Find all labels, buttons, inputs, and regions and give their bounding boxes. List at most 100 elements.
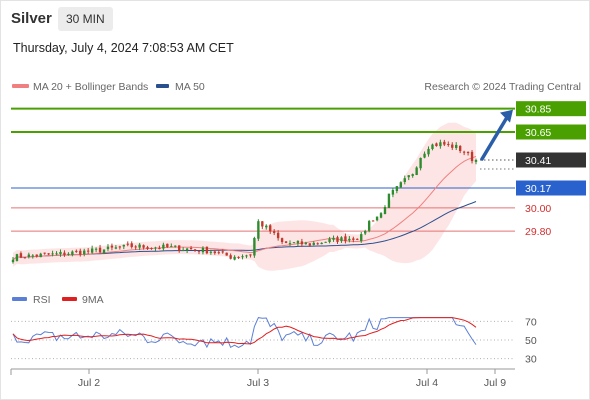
candle-body (217, 252, 220, 254)
candle-body (261, 221, 264, 227)
candle-body (308, 243, 311, 246)
candle-body (122, 244, 125, 247)
rsi-tick-label: 50 (525, 335, 537, 347)
candle-body (110, 245, 114, 248)
candle-body (118, 246, 122, 248)
level-label-30.85: 30.85 (525, 104, 551, 116)
support-label-30.00: 30.00 (525, 203, 551, 215)
candle-body (154, 247, 157, 249)
candle-body (63, 252, 66, 255)
candle-body (427, 148, 430, 155)
candle-body (213, 251, 217, 254)
candle-body (106, 246, 110, 250)
candle-body (423, 153, 426, 158)
candle-body (75, 250, 78, 252)
candle-body (27, 254, 31, 257)
candle-body (241, 256, 244, 258)
candle-body (328, 238, 331, 242)
projection-arrow-shaft (480, 113, 510, 161)
candle-body (170, 246, 173, 248)
candle-body (300, 241, 304, 245)
candle-body (59, 251, 62, 255)
candle-body (146, 247, 149, 249)
candle-body (344, 236, 347, 242)
candle-body (253, 237, 256, 256)
candle-body (399, 182, 402, 188)
level-tag-30.17 (516, 180, 586, 196)
x-tick-label: Jul 9 (484, 377, 506, 389)
candle-body (134, 246, 137, 248)
candle-body (367, 221, 371, 231)
candle-body (296, 240, 300, 244)
x-tick-label: Jul 4 (416, 377, 438, 389)
candle-body (43, 252, 46, 254)
candle-body (451, 144, 454, 148)
rsi-legend-swatch (12, 297, 27, 301)
candle-body (439, 142, 442, 147)
candle-body (360, 234, 363, 242)
candle-body (130, 243, 133, 248)
candle-body (348, 238, 351, 241)
candle-body (458, 145, 462, 152)
candle-body (364, 231, 367, 234)
candle-body (304, 242, 308, 245)
candle-body (245, 255, 248, 257)
candle-body (142, 245, 145, 248)
ma20-line (12, 156, 477, 261)
ma50-legend-swatch (156, 84, 169, 88)
candle-body (225, 252, 228, 256)
candle-body (51, 253, 54, 255)
candle-body (292, 242, 296, 244)
candle-body (174, 245, 177, 247)
candles (11, 139, 478, 264)
candle-body (415, 167, 418, 175)
candle-body (39, 253, 42, 258)
candle-body (375, 216, 379, 221)
candle-body (166, 243, 169, 248)
rsi-ma-line (12, 317, 477, 345)
candle-body (403, 178, 406, 183)
rsi-lines (12, 317, 477, 349)
candle-body (411, 174, 414, 176)
level-tag-30.85 (516, 101, 586, 117)
candle-body (265, 225, 268, 228)
timeframe-button[interactable]: 30 MIN (58, 7, 113, 31)
x-tick-label: Jul 3 (247, 377, 269, 389)
rsi-tick-label: 70 (525, 316, 537, 328)
candle-body (114, 247, 118, 249)
candle-body (269, 225, 272, 232)
candle-body (138, 244, 141, 248)
instrument-name: Silver (11, 10, 52, 27)
candle-body (150, 247, 153, 249)
candle-body (197, 250, 201, 252)
candle-body (126, 243, 129, 245)
timestamp: Thursday, July 4, 2024 7:08:53 AM CET (13, 41, 234, 55)
candle-body (336, 237, 339, 242)
candle-body (312, 242, 315, 245)
candle-body (98, 247, 102, 253)
rsi-tick-label: 30 (525, 354, 537, 366)
candle-body (435, 143, 438, 147)
level-label-30.17: 30.17 (525, 183, 551, 195)
candle-body (181, 249, 185, 251)
candle-body (233, 256, 236, 260)
candle-body (229, 255, 232, 259)
candle-body (71, 251, 74, 255)
candle-body (272, 231, 276, 233)
candle-body (284, 241, 288, 243)
candle-body (94, 248, 98, 250)
candle-body (443, 141, 446, 145)
level-label-30.65: 30.65 (525, 127, 551, 139)
candle-body (55, 253, 58, 255)
candle-body (466, 151, 470, 154)
candle-body (316, 243, 319, 245)
candle-body (431, 144, 434, 150)
projection-arrow (480, 109, 513, 161)
candle-body (237, 256, 240, 258)
candle-body (447, 143, 450, 145)
candle-body (455, 144, 458, 149)
candle-body (205, 246, 209, 254)
level-labels: 30.85 30.65 30.41 30.17 30.00 29.80 (516, 101, 586, 238)
rsi-grid: 70 50 30 (11, 316, 537, 366)
candle-body (83, 250, 86, 255)
